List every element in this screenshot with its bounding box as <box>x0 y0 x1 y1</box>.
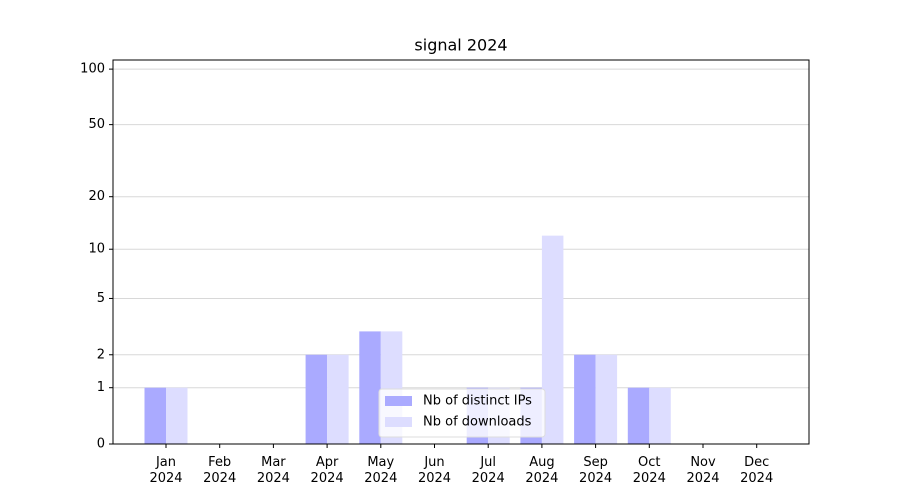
x-tick-label: Apr 2024 <box>311 455 344 486</box>
bar <box>627 387 650 444</box>
bar <box>574 354 596 444</box>
x-tick-label: Sep 2024 <box>579 455 612 486</box>
x-tick-label: May 2024 <box>364 455 397 486</box>
bar <box>144 387 166 444</box>
bar <box>541 235 564 444</box>
bar <box>327 354 349 444</box>
x-tick-label: Nov 2024 <box>686 455 719 486</box>
x-tick-label: Oct 2024 <box>633 455 666 486</box>
y-tick-label: 0 <box>97 437 105 452</box>
y-tick-label: 2 <box>97 347 105 362</box>
bar <box>649 387 671 444</box>
legend-swatch <box>385 417 412 427</box>
axes: 0 1 2 5 10 20 50 100 Jan 2024 Feb 2024 Mar 2024 Apr 202… <box>80 62 773 486</box>
bar <box>595 354 618 444</box>
bar <box>166 387 188 444</box>
y-tick-label: 5 <box>97 291 105 306</box>
legend-swatch <box>385 396 412 406</box>
plot-frame <box>112 59 810 445</box>
y-tick-label: 20 <box>88 189 105 204</box>
y-tick-label: 10 <box>88 242 105 257</box>
legend: Nb of distinct IPs Nb of downloads <box>378 388 546 438</box>
legend-label: Nb of downloads <box>423 415 532 430</box>
x-tick-label: Aug 2024 <box>525 455 558 486</box>
x-tick-label: Dec 2024 <box>740 455 773 486</box>
y-tick-label: 100 <box>80 62 105 77</box>
chart-title: signal 2024 <box>414 36 507 55</box>
x-tick-label: Mar 2024 <box>257 455 290 486</box>
bar <box>305 354 328 444</box>
legend-box <box>378 388 546 438</box>
x-tick-label: Jul 2024 <box>472 455 505 486</box>
legend-label: Nb of distinct IPs <box>423 394 532 409</box>
x-tick-label: Feb 2024 <box>203 455 236 486</box>
x-tick-label: Jun 2024 <box>418 455 451 486</box>
bar <box>359 331 381 444</box>
y-tick-label: 1 <box>97 380 105 395</box>
y-tick-label: 50 <box>88 117 105 132</box>
x-tick-label: Jan 2024 <box>149 455 182 486</box>
